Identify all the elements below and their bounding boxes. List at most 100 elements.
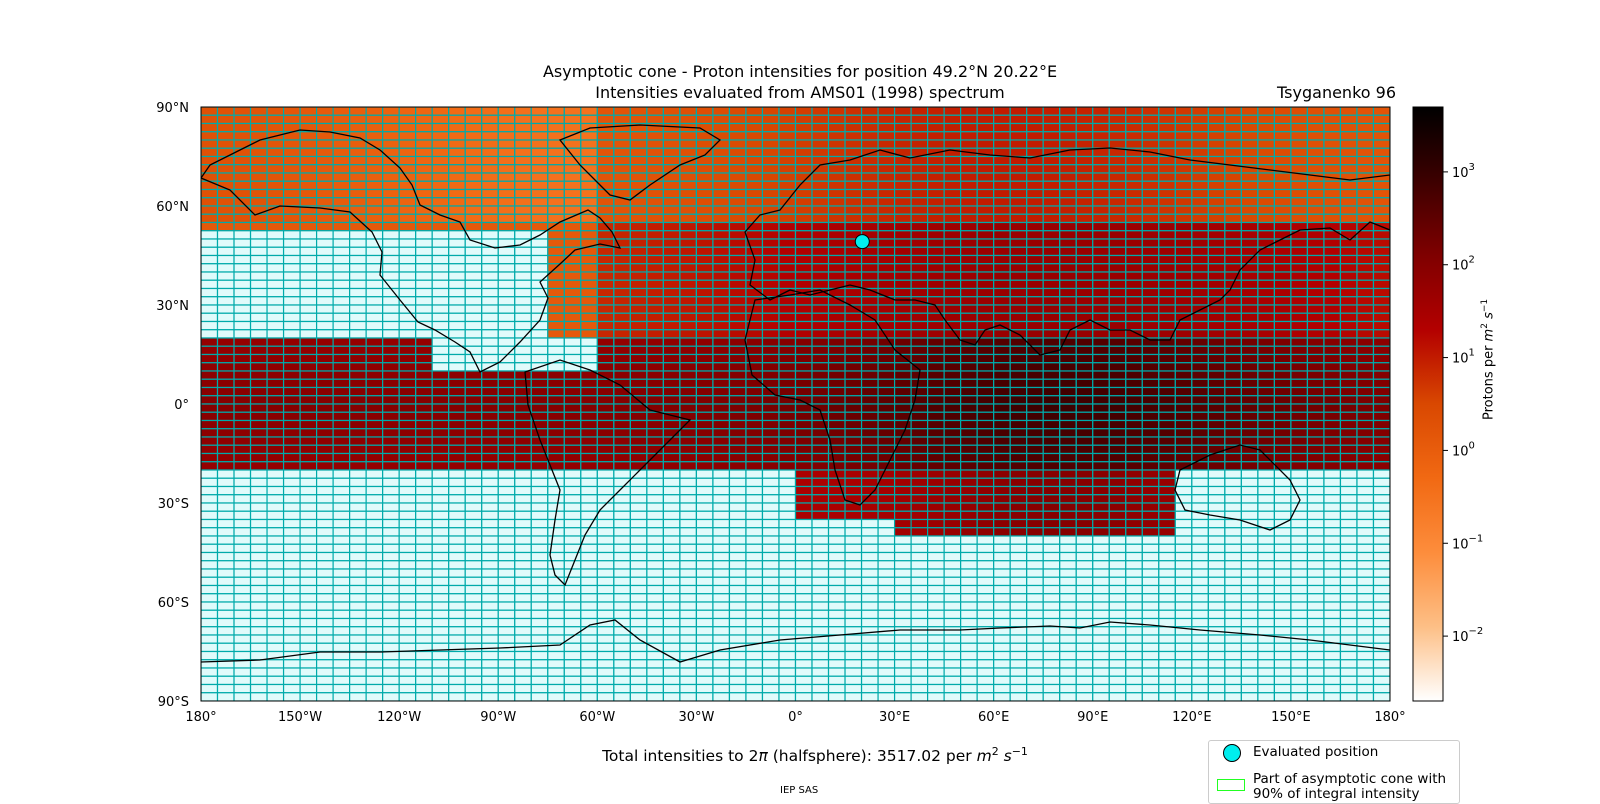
intensity-cell — [1225, 643, 1242, 651]
intensity-cell — [267, 429, 284, 437]
intensity-cell — [1324, 140, 1341, 148]
intensity-cell — [1126, 247, 1143, 255]
intensity-cell — [1093, 247, 1110, 255]
intensity-cell — [597, 602, 614, 610]
intensity-cell — [1241, 338, 1258, 346]
intensity-cell — [663, 305, 680, 313]
intensity-cell — [1208, 239, 1225, 247]
intensity-cell — [1093, 231, 1110, 239]
intensity-cell — [779, 148, 796, 156]
intensity-cell — [812, 437, 829, 445]
intensity-cell — [1175, 239, 1192, 247]
intensity-cell — [548, 346, 565, 354]
intensity-cell — [1175, 544, 1192, 552]
intensity-cell — [234, 247, 251, 255]
intensity-cell — [234, 115, 251, 123]
intensity-cell — [515, 305, 532, 313]
intensity-cell — [1027, 470, 1044, 478]
intensity-cell — [1093, 569, 1110, 577]
intensity-cell — [449, 577, 466, 585]
intensity-cell — [1357, 379, 1374, 387]
intensity-cell — [465, 388, 482, 396]
intensity-cell — [746, 363, 763, 371]
intensity-cell — [597, 404, 614, 412]
intensity-cell — [1241, 173, 1258, 181]
intensity-cell — [1208, 503, 1225, 511]
intensity-cell — [878, 470, 895, 478]
intensity-cell — [862, 544, 879, 552]
intensity-cell — [977, 157, 994, 165]
intensity-cell — [1010, 668, 1027, 676]
intensity-cell — [581, 487, 598, 495]
intensity-cell — [416, 272, 433, 280]
intensity-cell — [878, 223, 895, 231]
intensity-cell — [878, 297, 895, 305]
intensity-cell — [779, 594, 796, 602]
intensity-cell — [317, 264, 334, 272]
intensity-cell — [762, 643, 779, 651]
intensity-cell — [944, 445, 961, 453]
intensity-cell — [1159, 437, 1176, 445]
intensity-cell — [944, 272, 961, 280]
intensity-cell — [1093, 660, 1110, 668]
intensity-cell — [994, 379, 1011, 387]
intensity-cell — [1060, 272, 1077, 280]
intensity-cell — [1126, 429, 1143, 437]
intensity-cell — [994, 313, 1011, 321]
intensity-cell — [531, 140, 548, 148]
intensity-cell — [1357, 256, 1374, 264]
intensity-cell — [531, 536, 548, 544]
intensity-cell — [234, 404, 251, 412]
intensity-cell — [878, 619, 895, 627]
intensity-cell — [284, 305, 301, 313]
intensity-cell — [647, 478, 664, 486]
intensity-cell — [994, 536, 1011, 544]
intensity-cell — [201, 412, 218, 420]
intensity-cell — [498, 660, 515, 668]
intensity-cell — [531, 511, 548, 519]
intensity-cell — [1357, 272, 1374, 280]
intensity-cell — [713, 124, 730, 132]
intensity-cell — [581, 495, 598, 503]
intensity-cell — [432, 437, 449, 445]
intensity-cell — [416, 305, 433, 313]
intensity-cell — [630, 660, 647, 668]
intensity-cell — [1324, 206, 1341, 214]
intensity-cell — [1274, 140, 1291, 148]
intensity-cell — [449, 140, 466, 148]
intensity-cell — [729, 206, 746, 214]
intensity-cell — [1258, 619, 1275, 627]
intensity-cell — [597, 330, 614, 338]
intensity-cell — [862, 437, 879, 445]
intensity-cell — [416, 157, 433, 165]
intensity-cell — [581, 602, 598, 610]
intensity-cell — [696, 107, 713, 115]
intensity-cell — [1291, 668, 1308, 676]
intensity-cell — [399, 544, 416, 552]
intensity-cell — [597, 627, 614, 635]
intensity-cell — [515, 569, 532, 577]
intensity-cell — [1307, 157, 1324, 165]
intensity-cell — [1010, 256, 1027, 264]
intensity-cell — [1225, 371, 1242, 379]
intensity-cell — [647, 297, 664, 305]
intensity-cell — [515, 396, 532, 404]
intensity-cell — [696, 190, 713, 198]
intensity-cell — [333, 495, 350, 503]
intensity-cell — [1010, 115, 1027, 123]
intensity-cell — [1159, 231, 1176, 239]
intensity-cell — [779, 478, 796, 486]
intensity-cell — [829, 256, 846, 264]
intensity-cell — [465, 404, 482, 412]
intensity-cell — [449, 363, 466, 371]
intensity-cell — [911, 610, 928, 618]
intensity-cell — [1060, 511, 1077, 519]
intensity-cell — [796, 602, 813, 610]
intensity-cell — [696, 313, 713, 321]
intensity-cell — [1307, 437, 1324, 445]
intensity-cell — [812, 272, 829, 280]
intensity-cell — [350, 421, 367, 429]
intensity-cell — [961, 206, 978, 214]
intensity-cell — [911, 280, 928, 288]
intensity-cell — [284, 478, 301, 486]
